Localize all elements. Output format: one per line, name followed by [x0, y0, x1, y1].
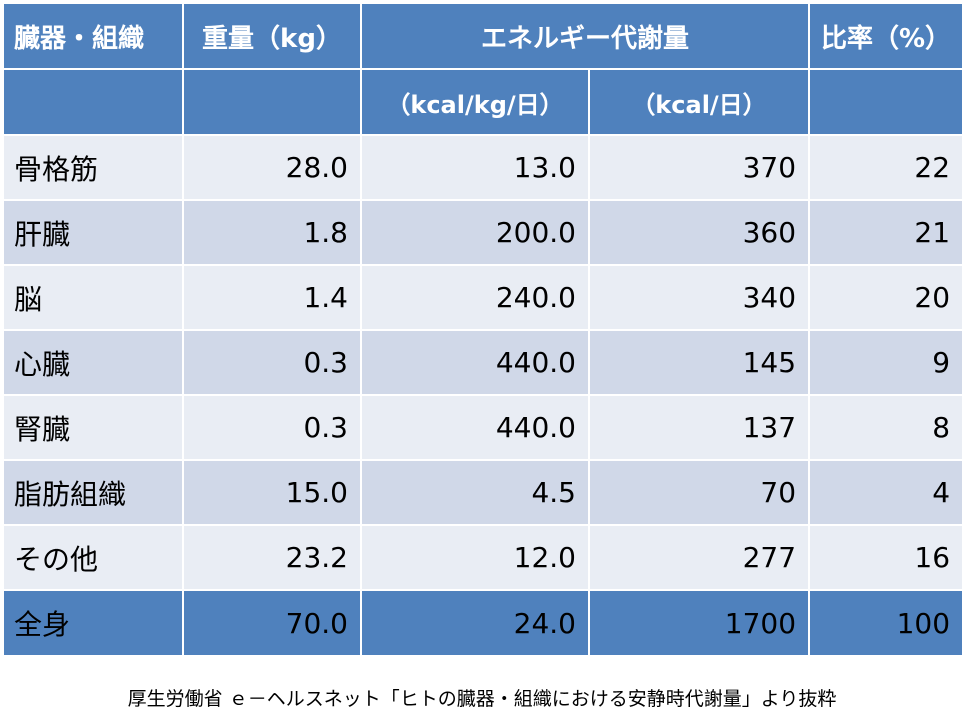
per-kg-cell: 13.0 — [360, 134, 590, 201]
ratio-cell: 8 — [808, 394, 964, 461]
unit-blank-weight — [182, 68, 362, 136]
header-weight: 重量（kg） — [182, 2, 362, 70]
per-day-cell: 70 — [587, 459, 811, 526]
unit-blank-ratio — [808, 68, 964, 136]
total-weight-cell: 70.0 — [182, 589, 362, 657]
ratio-cell: 22 — [808, 134, 964, 201]
header-ratio: 比率（%） — [808, 2, 964, 70]
unit-blank-organ — [2, 68, 184, 136]
weight-cell: 15.0 — [182, 459, 362, 526]
weight-cell: 0.3 — [182, 329, 362, 396]
organ-cell: 脳 — [2, 264, 184, 331]
ratio-cell: 4 — [808, 459, 964, 526]
per-kg-cell: 240.0 — [360, 264, 590, 331]
per-day-cell: 145 — [587, 329, 811, 396]
per-day-cell: 137 — [587, 394, 811, 461]
per-kg-cell: 440.0 — [360, 394, 590, 461]
total-ratio-cell: 100 — [808, 589, 964, 657]
weight-cell: 28.0 — [182, 134, 362, 201]
total-per-day-cell: 1700 — [587, 589, 811, 657]
source-caption: 厚生労働省 ｅ－ヘルスネット「ヒトの臓器・組織における安静時代謝量」より抜粋 — [127, 688, 837, 710]
organ-cell: 腎臓 — [2, 394, 184, 461]
per-kg-cell: 440.0 — [360, 329, 590, 396]
header-energy: エネルギー代謝量 — [359, 2, 811, 70]
per-kg-cell: 200.0 — [360, 199, 590, 266]
weight-cell: 1.4 — [182, 264, 362, 331]
per-kg-cell: 12.0 — [360, 524, 590, 591]
table-row: 肝臓 1.8 200.0 360 21 — [2, 199, 964, 266]
ratio-cell: 20 — [808, 264, 964, 331]
total-organ-cell: 全身 — [2, 589, 184, 657]
table-row: 心臓 0.3 440.0 145 9 — [2, 329, 964, 396]
per-day-cell: 360 — [587, 199, 811, 266]
unit-row: （kcal/kg/日） （kcal/日） — [2, 68, 964, 136]
total-row: 全身 70.0 24.0 1700 100 — [2, 589, 964, 657]
weight-cell: 0.3 — [182, 394, 362, 461]
organ-cell: その他 — [2, 524, 184, 591]
header-row: 臓器・組織 重量（kg） エネルギー代謝量 比率（%） — [2, 2, 964, 70]
table-row: 腎臓 0.3 440.0 137 8 — [2, 394, 964, 461]
weight-cell: 1.8 — [182, 199, 362, 266]
organ-cell: 肝臓 — [2, 199, 184, 266]
per-day-cell: 370 — [587, 134, 811, 201]
table-row: 脳 1.4 240.0 340 20 — [2, 264, 964, 331]
table-row: 脂肪組織 15.0 4.5 70 4 — [2, 459, 964, 526]
table-row: その他 23.2 12.0 277 16 — [2, 524, 964, 591]
organ-cell: 骨格筋 — [2, 134, 184, 201]
weight-cell: 23.2 — [182, 524, 362, 591]
organ-cell: 脂肪組織 — [2, 459, 184, 526]
ratio-cell: 21 — [808, 199, 964, 266]
unit-per-kg: （kcal/kg/日） — [360, 68, 590, 136]
header-organ: 臓器・組織 — [2, 2, 184, 70]
per-kg-cell: 4.5 — [360, 459, 590, 526]
unit-per-day: （kcal/日） — [587, 68, 811, 136]
table-row: 骨格筋 28.0 13.0 370 22 — [2, 134, 964, 201]
per-day-cell: 277 — [587, 524, 811, 591]
ratio-cell: 9 — [808, 329, 964, 396]
per-day-cell: 340 — [587, 264, 811, 331]
organ-cell: 心臓 — [2, 329, 184, 396]
metabolism-table: 臓器・組織 重量（kg） エネルギー代謝量 比率（%） （kcal/kg/日） … — [2, 2, 964, 657]
ratio-cell: 16 — [808, 524, 964, 591]
total-per-kg-cell: 24.0 — [360, 589, 590, 657]
